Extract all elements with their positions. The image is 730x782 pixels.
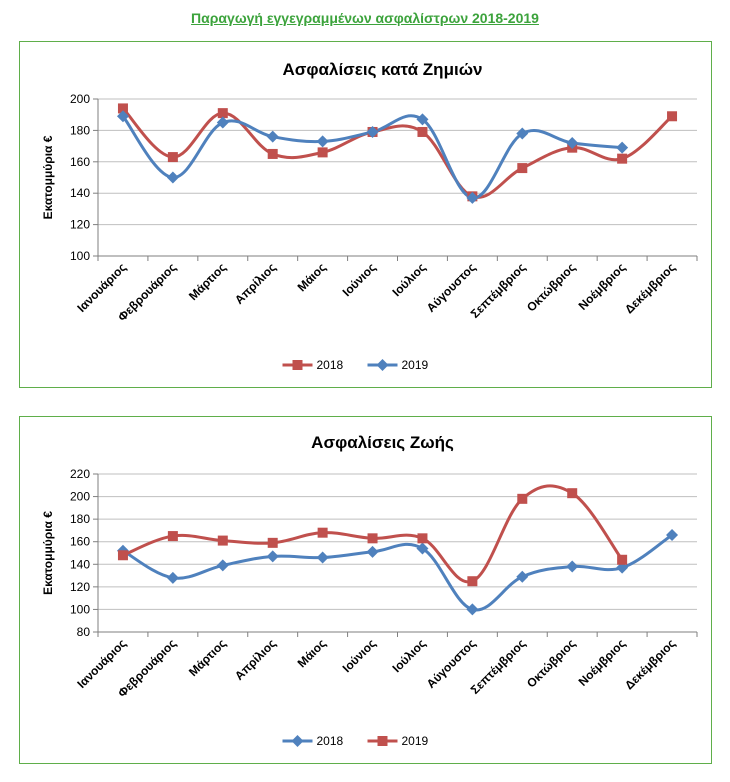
x-tick-label: Δεκέμβριος xyxy=(622,260,678,316)
x-tick-label: Ιανουάριος xyxy=(74,260,129,315)
data-point-2018 xyxy=(416,542,429,555)
data-point-2019 xyxy=(267,537,278,548)
data-point-2019 xyxy=(416,113,429,126)
x-tick-label: Μάιος xyxy=(295,636,329,670)
legend-marker-2018 xyxy=(291,735,304,747)
x-tick-label: Ιανουάριος xyxy=(74,636,129,691)
x-tick-label: Μάρτιος xyxy=(186,260,229,303)
chart-panel-life-insurance: Ασφαλίσεις Ζωής Εκατομμύρια € 80 100 120 140 1… xyxy=(19,416,712,764)
x-tick-label: Ιούλιος xyxy=(390,636,429,675)
legend-marker-2019 xyxy=(376,359,389,371)
legend-label-2019: 2019 xyxy=(402,734,429,748)
y-tick-label: 100 xyxy=(70,602,90,616)
data-point-2019 xyxy=(116,110,129,123)
y-tick-label: 160 xyxy=(70,535,90,549)
y-tick-label: 140 xyxy=(70,557,90,571)
legend-label-2018: 2018 xyxy=(317,358,344,372)
data-point-2018 xyxy=(516,570,529,583)
data-point-2018 xyxy=(667,111,678,122)
y-tick-label: 80 xyxy=(77,625,91,639)
y-tick-label: 120 xyxy=(70,218,90,232)
data-point-2019 xyxy=(517,493,528,504)
data-point-2018 xyxy=(117,103,128,114)
legend-marker-2018 xyxy=(292,360,303,370)
data-point-2018 xyxy=(166,571,179,584)
data-point-2019 xyxy=(217,535,228,546)
data-point-2019 xyxy=(567,488,578,499)
x-tick-label: Απρίλιος xyxy=(232,636,279,683)
y-tick-label: 160 xyxy=(70,155,90,169)
data-point-2019 xyxy=(316,135,329,148)
x-tick-label: Νοέμβριος xyxy=(576,636,629,689)
y-axis-label: Εκατομμύρια € xyxy=(41,135,55,219)
x-tick-label: Μάιος xyxy=(295,260,329,294)
x-tick-label: Απρίλιος xyxy=(232,260,279,307)
y-tick-label: 180 xyxy=(70,512,90,526)
data-point-2018 xyxy=(617,153,628,164)
legend-label-2019: 2019 xyxy=(402,358,429,372)
legend-marker-2019 xyxy=(377,736,388,746)
y-tick-label: 200 xyxy=(70,92,90,106)
y-tick-label: 220 xyxy=(70,467,90,481)
data-point-2018 xyxy=(167,152,178,163)
data-point-2018 xyxy=(466,603,479,616)
data-point-2019 xyxy=(467,576,478,587)
x-tick-label: Ιούνιος xyxy=(340,260,379,299)
chart-title: Ασφαλίσεις κατά Ζημιών xyxy=(282,60,482,79)
data-point-2018 xyxy=(217,108,228,119)
x-tick-label: Αύγουστος xyxy=(424,636,479,691)
data-point-2019 xyxy=(266,130,279,143)
data-point-2018 xyxy=(566,560,579,573)
data-point-2018 xyxy=(317,147,328,158)
y-tick-label: 140 xyxy=(70,186,90,200)
data-point-2018 xyxy=(216,559,229,572)
y-axis-label: Εκατομμύρια € xyxy=(41,511,55,595)
data-point-2019 xyxy=(617,554,628,565)
data-point-2019 xyxy=(366,125,379,138)
data-point-2019 xyxy=(367,533,378,544)
data-point-2018 xyxy=(267,148,278,159)
x-tick-label: Ιούνιος xyxy=(340,636,379,675)
data-point-2019 xyxy=(117,550,128,561)
data-point-2019 xyxy=(317,527,328,538)
legend-label-2018: 2018 xyxy=(317,734,344,748)
x-tick-label: Αύγουστος xyxy=(424,260,479,315)
y-tick-label: 180 xyxy=(70,123,90,137)
x-tick-label: Μάρτιος xyxy=(186,636,229,679)
chart-life-insurance: Ασφαλίσεις Ζωής Εκατομμύρια € 80 100 120 140 1… xyxy=(41,433,698,748)
y-tick-label: 200 xyxy=(70,490,90,504)
data-point-2019 xyxy=(216,116,229,129)
data-point-2019 xyxy=(417,533,428,544)
y-tick-label: 120 xyxy=(70,580,90,594)
data-point-2019 xyxy=(566,136,579,149)
data-point-2018 xyxy=(417,126,428,137)
data-point-2019 xyxy=(167,531,178,542)
data-point-2019 xyxy=(616,141,629,154)
data-point-2018 xyxy=(366,545,379,558)
data-point-2019 xyxy=(166,171,179,184)
series-line-2019 xyxy=(122,484,624,584)
data-point-2018 xyxy=(266,550,279,563)
x-tick-label: Οκτώβριος xyxy=(524,636,578,690)
series-line-2018 xyxy=(121,107,674,199)
chart-panel-property-insurance: Ασφαλίσεις κατά Ζημιών Εκατομμύρια € 100 12… xyxy=(19,41,712,388)
x-tick-label: Δεκέμβριος xyxy=(622,636,678,692)
x-tick-label: Ιούλιος xyxy=(390,260,429,299)
chart-property-insurance: Ασφαλίσεις κατά Ζημιών Εκατομμύρια € 100 12… xyxy=(41,60,698,372)
data-point-2018 xyxy=(666,528,679,541)
page-title: Παραγωγή εγγεγραμμένων ασφαλίστρων 2018-… xyxy=(191,10,539,26)
data-point-2019 xyxy=(466,191,479,204)
chart-title: Ασφαλίσεις Ζωής xyxy=(311,433,454,452)
data-point-2019 xyxy=(516,127,529,140)
data-point-2018 xyxy=(517,163,528,174)
x-tick-label: Νοέμβριος xyxy=(576,260,629,313)
data-point-2018 xyxy=(316,551,329,564)
x-tick-label: Οκτώβριος xyxy=(524,260,578,314)
y-tick-label: 100 xyxy=(70,249,90,263)
series-line-2018 xyxy=(122,533,673,612)
